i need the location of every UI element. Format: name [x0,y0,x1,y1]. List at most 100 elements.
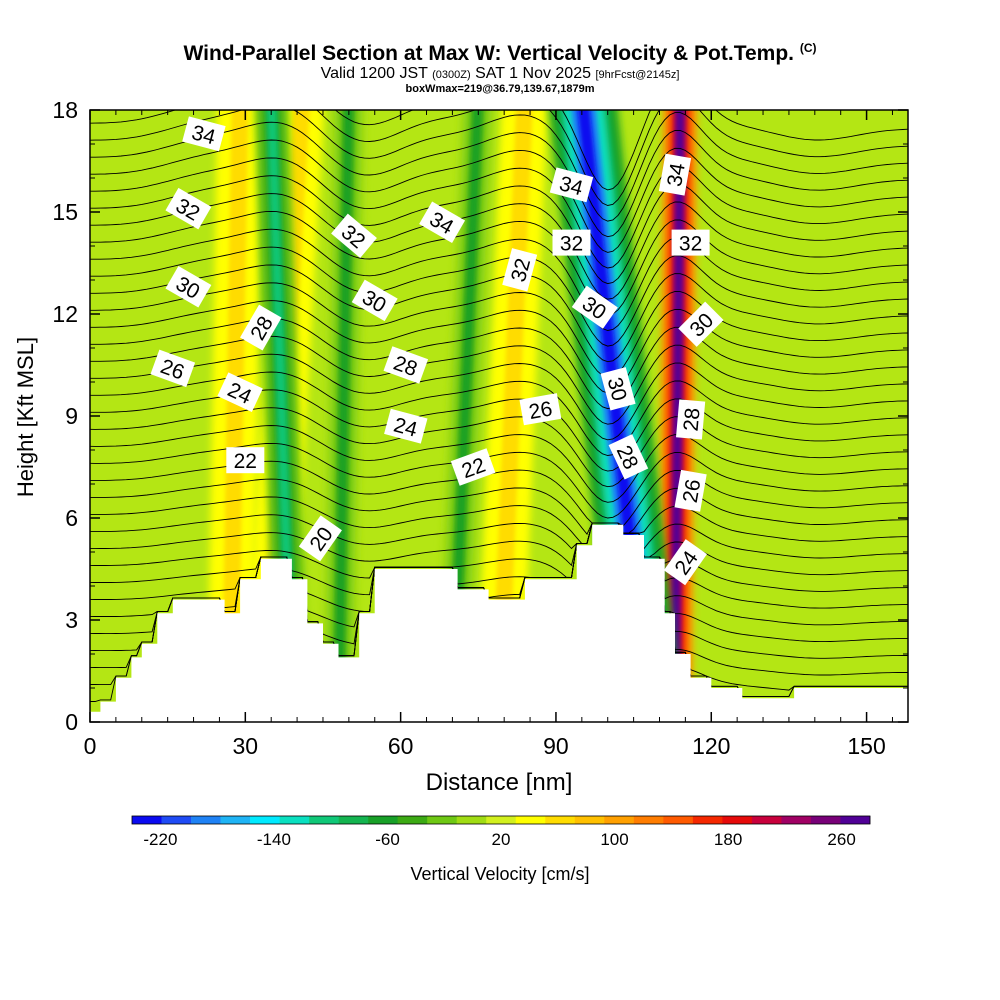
isentrope-line [90,300,908,394]
isentrope-label-text: 32 [679,233,702,256]
colorbar-swatch [663,816,694,824]
isentrope-label-box [608,434,649,480]
colorbar-swatch [250,816,280,824]
colorbar-swatch [722,816,753,824]
isentrope-label-box [571,285,618,329]
isentrope-contours [90,110,908,702]
isentrope-line [90,335,908,425]
isentrope-label-32: 32 [671,229,710,256]
isentrope-label-box [674,469,707,512]
colorbar-swatch [692,816,723,824]
valid-prefix: Valid 1200 JST [320,65,428,82]
isentrope-label-box [384,408,428,444]
isentrope-label-32: 32 [552,229,591,256]
isentrope-line [90,157,908,269]
isentrope-label-box [298,515,342,562]
x-tick-label: 0 [84,733,97,759]
isentrope-label-box [331,213,377,258]
isentrope-label-text: 32 [560,233,583,256]
isentrope-line [90,246,908,347]
isentrope-line [90,522,908,626]
isentrope-line [90,175,908,285]
isentrope-line [90,193,908,300]
isentrope-line [90,228,908,331]
colorbar-tick-label: 260 [827,830,855,849]
x-axis: 0 30 60 90 120 150 [84,110,893,759]
isentrope-label-text: 28 [680,407,705,432]
isentrope-line [90,514,908,559]
x-tick-label: 90 [543,733,569,759]
colorbar-tick-label: 100 [600,830,628,849]
x-tick-label: 30 [233,733,259,759]
isentrope-label-box [663,539,707,586]
isentrope-label-34: 34 [182,116,226,152]
forecast-info: [9hrFcst@2145z] [595,69,680,81]
isentrope-label-box [552,229,591,256]
isentrope-line [90,110,908,222]
colorbar-swatch [191,816,221,824]
isentrope-label-26: 26 [674,469,707,512]
isentrope-line [90,210,908,316]
isentrope-label-24: 24 [217,372,263,413]
chart-title: Wind-Parallel Section at Max W: Vertical… [0,36,1000,66]
title-block: Wind-Parallel Section at Max W: Vertical… [0,36,1000,95]
isentrope-label-box [217,372,263,413]
colorbar-swatch [161,816,192,824]
isentrope-label-box [678,301,724,347]
isentrope-label-box [502,248,538,292]
isentrope-line [334,110,908,191]
y-tick-label: 18 [52,97,78,123]
colorbar-swatch [309,816,339,824]
colorbar-swatch [486,816,517,824]
x-tick-label: 150 [847,733,885,759]
copyright-mark: (C) [799,41,817,55]
y-axis: 0 3 6 9 12 15 18 [52,97,908,735]
isentrope-label-box [658,153,692,196]
isentrope-label-box [519,393,562,426]
y-tick-label: 12 [52,301,78,327]
colorbar-swatch [545,816,576,824]
colorbar-swatch [810,816,841,824]
colorbar-swatch [397,816,428,824]
isentrope-label-box [600,367,636,411]
colorbar-tick-label: -60 [375,830,400,849]
isentrope-label-34: 34 [549,167,594,203]
isentrope-label-box [150,349,196,388]
isentrope-line [90,318,908,410]
isentrope-label-box [383,346,429,384]
colorbar-swatch [279,816,310,824]
colorbar-swatch [132,816,162,824]
isentrope-label-box [165,187,212,230]
isentrope-label-22: 22 [226,447,265,474]
valid-utc: (0300Z) [432,69,471,81]
isentrope-line [90,121,908,238]
downdraft-band-1-level-3 [335,110,352,722]
isentrope-label-box [671,229,710,256]
updraft-band-0-level-3 [225,110,245,722]
colorbar-swatch [604,816,635,824]
isentrope-label-26: 26 [519,393,562,426]
colorbar-swatch [368,816,398,824]
isentrope-label-text: 26 [679,478,706,505]
isentrope-label-box [549,167,594,203]
colorbar-swatch [574,816,605,824]
colorbar-tick-label: -140 [257,830,291,849]
isentrope-label-box [226,447,265,474]
isentrope-label-22: 22 [450,448,496,486]
terrain [90,524,908,722]
isentrope-label-box [675,399,706,440]
isentrope-label-box [165,266,212,308]
colorbar-swatch [427,816,458,824]
isentrope-line [90,110,908,206]
isentrope-line [90,139,908,253]
isentrope-line [90,522,908,609]
colorbar-swatch [515,816,546,824]
colorbar-swatch [456,816,487,824]
isentrope-label-box [351,279,398,322]
isentrope-label-34: 34 [658,153,692,196]
colorbar-swatch [338,816,369,824]
isentrope-line [90,522,908,576]
